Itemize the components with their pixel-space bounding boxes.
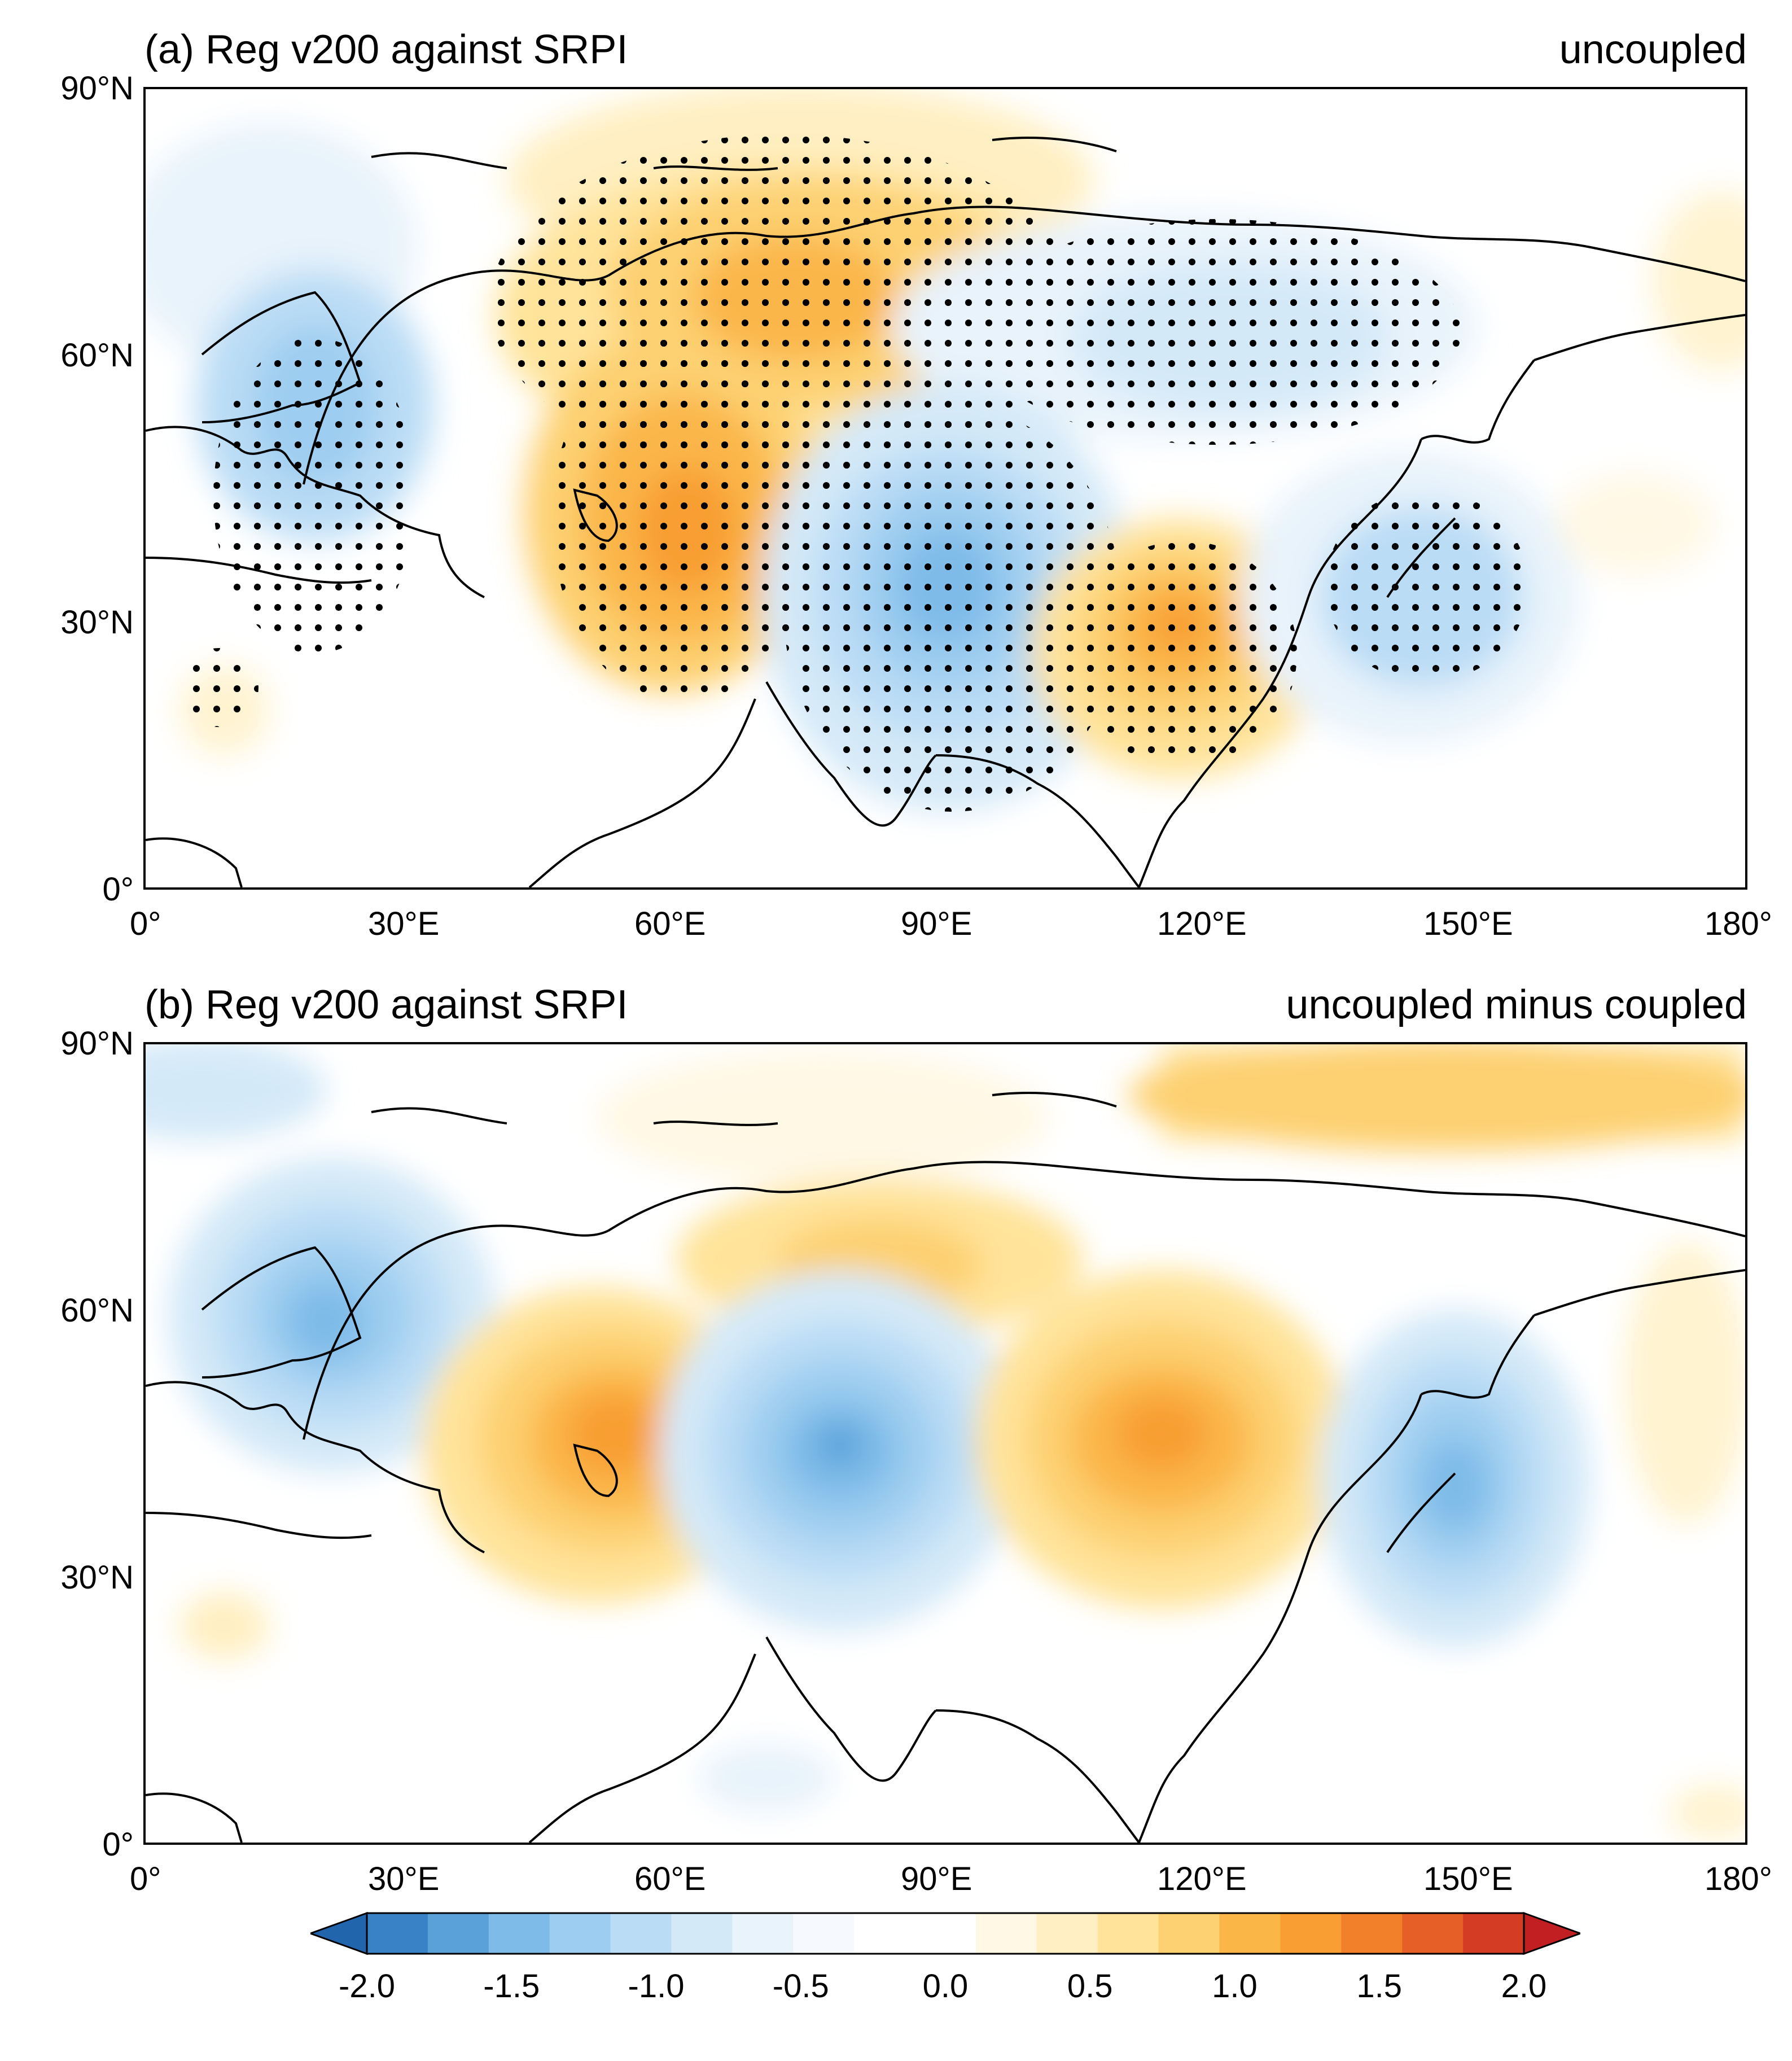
colorbar-label: 1.0 [1212,1968,1258,2005]
panel-a-lon-30: 30°E [368,905,440,942]
panel-b-map-svg [146,1044,1745,1843]
panel-b-title-left: (b) Reg v200 against SRPI [144,982,628,1027]
colorbar-swatch [1036,1913,1098,1954]
colorbar-swatch [671,1913,733,1954]
panel-a-lon-60: 60°E [634,905,706,942]
panel-b-map [143,1042,1747,1845]
colorbar-swatch [1280,1913,1342,1954]
colorbar-swatch [1219,1913,1281,1954]
colorbar-swatch [1463,1913,1524,1954]
panel-b-lon-60: 60°E [634,1861,706,1897]
colorbar-label: 1.5 [1356,1968,1403,2005]
colorbar-extend-high [1523,1911,1583,1955]
colorbar-border [366,1912,1525,1955]
colorbar-label: 2.0 [1501,1968,1547,2005]
panel-a-lat-90: 90°N [60,70,134,107]
colorbar-label: -2.0 [339,1968,395,2005]
panel-a-lon-90: 90°E [901,905,972,942]
colorbar-swatch [1402,1913,1464,1954]
panel-a-lat-60: 60°N [60,337,134,374]
panel-a-coastlines [146,137,1745,887]
panel-a-lon-0: 0° [130,905,161,942]
colorbar [308,1911,1583,1956]
colorbar-swatch [915,1913,976,1954]
colorbar-swatch [854,1913,916,1954]
colorbar-swatch [1158,1913,1220,1954]
panel-a-map-svg [146,89,1745,887]
panel-a-lon-180: 180° [1705,905,1772,942]
panel-a-stipple [179,134,1528,812]
colorbar-label: -1.5 [483,1968,540,2005]
panel-a-map [143,87,1747,890]
colorbar-swatch [549,1913,611,1954]
panel-a-title-left: (a) Reg v200 against SRPI [144,27,628,72]
panel-b-lon-180: 180° [1705,1861,1772,1897]
panel-b-lat-90: 90°N [60,1025,134,1062]
panel-b-lon-0: 0° [130,1861,161,1897]
colorbar-svg [308,1911,1583,1955]
panel-b-lon-150: 150°E [1423,1861,1513,1897]
panel-a-lon-150: 150°E [1423,905,1513,942]
colorbar-swatch [1341,1913,1403,1954]
panel-a-lat-0: 0° [102,871,134,908]
colorbar-swatch [793,1913,855,1954]
colorbar-label: 0.0 [922,1968,969,2005]
colorbar-label: 0.5 [1067,1968,1113,2005]
panel-a-lon-120: 120°E [1157,905,1247,942]
colorbar-swatch [975,1913,1037,1954]
colorbar-swatch [732,1913,794,1954]
panel-b-field [146,1044,1745,1840]
panel-b-lon-30: 30°E [368,1861,440,1897]
colorbar-swatch [488,1913,550,1954]
colorbar-label: -0.5 [772,1968,829,2005]
panel-a-title-right: uncoupled [1559,27,1747,72]
colorbar-label: -1.0 [628,1968,685,2005]
panel-b-lon-120: 120°E [1157,1861,1247,1897]
panel-a-lat-30: 30°N [60,604,134,641]
colorbar-extend-low [308,1911,368,1955]
colorbar-swatch [610,1913,672,1954]
panel-b-lat-30: 30°N [60,1559,134,1596]
colorbar-swatch [367,1913,428,1954]
panel-b-lat-60: 60°N [60,1292,134,1329]
colorbar-swatch [1097,1913,1159,1954]
panel-b-title-right: uncoupled minus coupled [1286,982,1747,1027]
panel-b-coastlines [146,1092,1745,1843]
panel-b-lon-90: 90°E [901,1861,972,1897]
panel-b-lat-0: 0° [102,1826,134,1863]
colorbar-swatch [427,1913,489,1954]
